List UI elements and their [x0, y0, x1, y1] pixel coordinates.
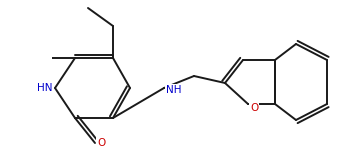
- Text: O: O: [97, 138, 105, 148]
- Text: NH: NH: [166, 85, 181, 95]
- Text: HN: HN: [37, 83, 53, 93]
- Text: O: O: [250, 103, 258, 113]
